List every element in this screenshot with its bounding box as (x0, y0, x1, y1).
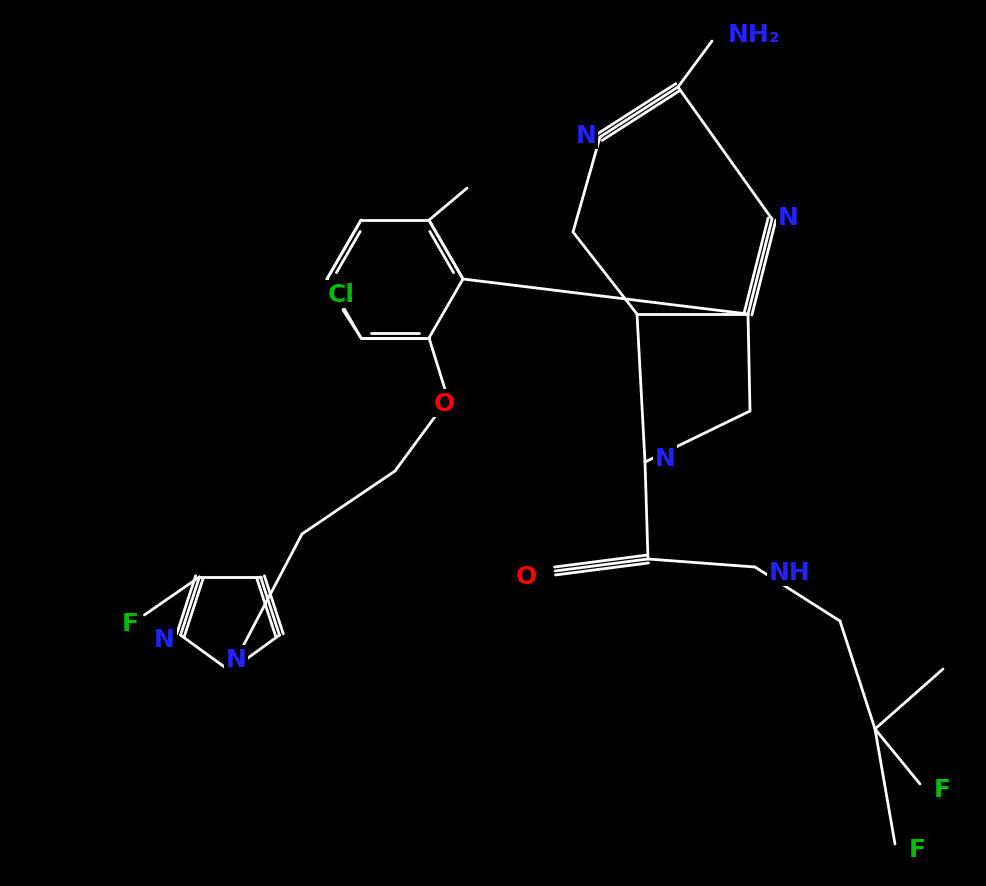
Text: NH: NH (768, 560, 810, 585)
Text: Cl: Cl (327, 283, 354, 307)
Text: F: F (122, 611, 139, 635)
Text: N: N (777, 206, 798, 229)
Text: N: N (575, 124, 596, 148)
Text: F: F (933, 777, 951, 801)
Text: N: N (226, 648, 246, 672)
Text: NH₂: NH₂ (728, 23, 780, 47)
Text: F: F (908, 837, 925, 861)
Text: N: N (154, 627, 175, 651)
Text: O: O (433, 392, 455, 416)
Text: O: O (516, 564, 536, 588)
Text: N: N (654, 447, 674, 470)
